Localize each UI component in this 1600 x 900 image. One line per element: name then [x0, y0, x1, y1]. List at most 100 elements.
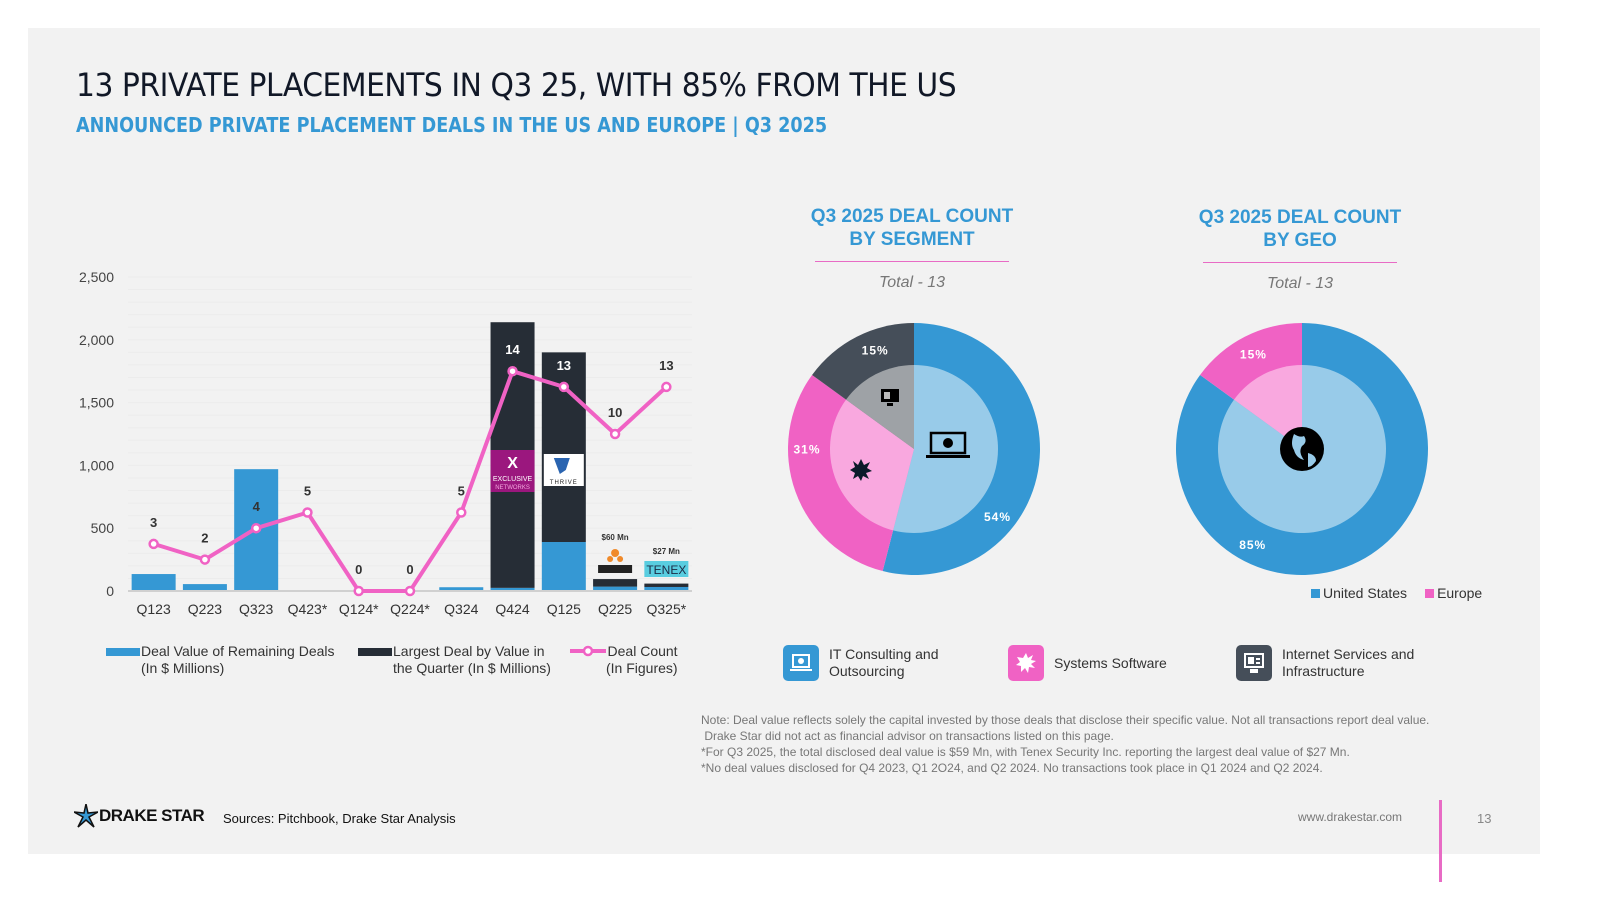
y-tick-label: 2,000: [79, 332, 114, 348]
scrabit-logo: [598, 565, 633, 573]
deal-count-point: [199, 554, 211, 565]
donut-slice-inner: [830, 399, 914, 531]
legend-label: Systems Software: [1054, 654, 1167, 671]
deal-count-label: 0: [355, 562, 362, 577]
donut-slice-inner: [1234, 365, 1302, 449]
legend-label: Deal Count: [607, 643, 678, 659]
segment-legend-internet-services: Internet Services and Infrastructure: [1236, 645, 1414, 681]
slice-percent-label: 15%: [862, 343, 889, 357]
laptop-icon: [929, 431, 967, 455]
deal-value-label: $27 Mn: [653, 547, 680, 556]
logo-text: TENEX: [646, 563, 686, 577]
slice-percent-label: 54%: [984, 510, 1011, 524]
logo-mark: [553, 458, 570, 474]
scrabit-logo-dot: [607, 556, 614, 562]
note-line: *For Q3 2025, the total disclosed deal v…: [701, 745, 1350, 759]
deal-count-label: 10: [608, 405, 622, 420]
segment-total: Total - 13: [878, 274, 946, 291]
deal-count-point: [558, 381, 570, 393]
logo-mark: X: [507, 455, 518, 472]
x-tick-label: Q124*: [339, 601, 379, 617]
globe-icon-land: [1308, 453, 1316, 467]
legend-label: the Quarter (In $ Millions): [393, 660, 551, 676]
title-line: BY GEO: [1263, 230, 1337, 251]
geo-chart-title: Q3 2025 DEAL COUNT BY GEO: [1170, 206, 1430, 252]
x-tick-label: Q325*: [647, 601, 687, 617]
donut-slice-inner: [846, 365, 914, 449]
exclusive-networks-logo: [490, 450, 535, 492]
bar-remaining-deals: [644, 586, 689, 591]
deal-count-point: [404, 585, 416, 597]
x-tick-label: Q224*: [390, 601, 430, 617]
deal-value-label: $60 Mn: [602, 533, 629, 542]
deal-count-label: 13: [659, 358, 673, 373]
legend-swatch-blue: [106, 648, 140, 656]
tenex-logo: [644, 561, 689, 577]
y-tick-label: 0: [106, 583, 114, 599]
logo-text: THRIVE: [550, 480, 578, 486]
gear-burst-icon: [1008, 645, 1044, 681]
legend-line-marker-icon: [570, 645, 606, 657]
accent-bar: [1439, 800, 1442, 882]
legend-label: Deal Value of Remaining Deals: [141, 643, 335, 659]
legend-swatch: [1311, 589, 1320, 598]
deal-count-label: 5: [458, 484, 465, 499]
deal-count-label: 0: [406, 562, 413, 577]
donut-slice-inner: [893, 365, 998, 533]
legend-label: (In Figures): [606, 660, 678, 676]
segment-donut-chart: 54% 31% 15%: [788, 323, 1040, 575]
divider: [1203, 262, 1397, 263]
legend-label: Internet Services and: [1282, 646, 1415, 662]
y-tick-label: 1,000: [79, 457, 114, 473]
slice-percent-label: 85%: [1239, 538, 1266, 552]
legend-label: Infrastructure: [1282, 663, 1365, 679]
deal-count-label: 5: [304, 484, 311, 499]
deal-count-label: 3: [150, 515, 157, 530]
bar-remaining-deals: [131, 574, 176, 591]
note-line: Note: Deal value reflects solely the cap…: [701, 713, 1430, 727]
deal-count-label: 13: [557, 358, 571, 373]
deal-count-point: [507, 365, 518, 377]
sources-text: Sources: Pitchbook, Drake Star Analysis: [223, 811, 456, 826]
scrabit-logo-dot: [611, 549, 620, 557]
divider: [815, 261, 1009, 262]
star-icon: [74, 804, 98, 828]
note-line: *No deal values disclosed for Q4 2023, Q…: [701, 761, 1323, 775]
deal-count-label: 4: [253, 499, 261, 514]
bar-remaining-deals: [541, 542, 586, 591]
legend-item-remaining: Deal Value of Remaining Deals (In $ Mill…: [106, 643, 335, 677]
drake-star-logo: DRAKE STAR: [74, 804, 205, 828]
y-tick-label: 1,500: [79, 395, 114, 411]
note-line: Drake Star did not act as financial advi…: [701, 729, 1114, 743]
x-tick-label: Q123: [137, 601, 171, 617]
deal-count-label: 2: [201, 531, 208, 546]
legend-label: Outsourcing: [829, 663, 905, 679]
bar-largest-deal: [644, 583, 689, 587]
legend-label: IT Consulting and: [829, 646, 939, 662]
legend-label: Largest Deal by Value in: [393, 643, 545, 659]
deal-count-point: [456, 507, 467, 518]
logo-text: NETWORKS: [495, 485, 530, 491]
logo-text: EXCLUSIVE: [493, 476, 533, 483]
website-link[interactable]: www.drakestar.com: [1298, 810, 1403, 824]
legend-swatch-dark: [358, 648, 392, 656]
deal-count-point: [661, 381, 672, 393]
x-tick-label: Q323: [239, 601, 273, 617]
x-tick-label: Q424: [495, 601, 529, 617]
laptop-icon-mark: [943, 438, 953, 448]
scrabit-logo-dot: [617, 556, 624, 562]
legend-swatch: [1425, 589, 1435, 598]
legend-item-largest: Largest Deal by Value in the Quarter (In…: [358, 643, 551, 677]
legend-label: Europe: [1437, 585, 1483, 601]
page-subtitle: ANNOUNCED PRIVATE PLACEMENT DEALS IN THE…: [76, 113, 828, 137]
geo-legend: United States Europe: [1311, 585, 1482, 601]
y-tick-label: 500: [91, 520, 115, 536]
bar-largest-deal: [593, 579, 638, 587]
title-line: Q3 2025 DEAL COUNT: [1198, 207, 1402, 228]
monitor-icon: [1236, 645, 1272, 681]
title-line: Q3 2025 DEAL COUNT: [810, 206, 1014, 227]
segment-chart-title: Q3 2025 DEAL COUNT BY SEGMENT: [782, 205, 1042, 251]
geo-total: Total - 13: [1266, 275, 1334, 292]
logo-text: DRAKE STAR: [99, 806, 205, 825]
segment-legend-systems-software: Systems Software: [1008, 645, 1167, 681]
